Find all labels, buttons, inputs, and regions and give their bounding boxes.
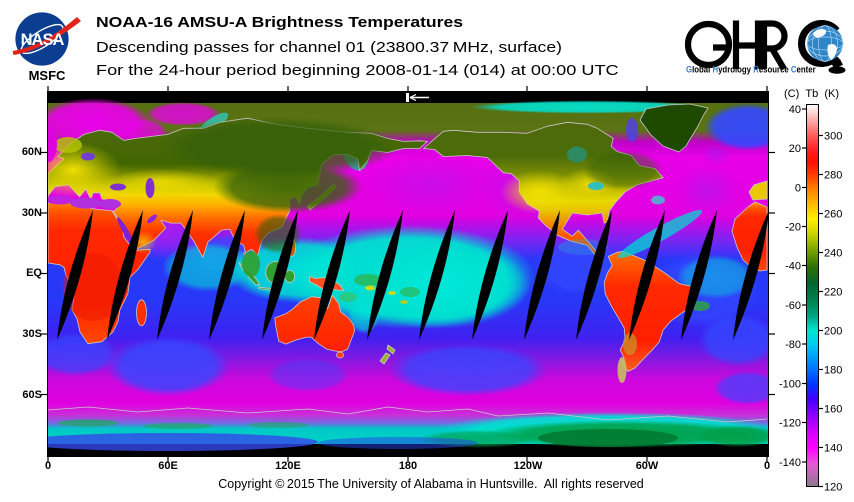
svg-text:180: 180	[824, 365, 842, 377]
svg-text:0: 0	[795, 183, 801, 195]
svg-text:-100: -100	[779, 379, 801, 391]
svg-text:-80: -80	[785, 339, 801, 351]
svg-text:40: 40	[789, 104, 801, 116]
svg-text:-20: -20	[785, 222, 801, 234]
svg-text:-60: -60	[785, 300, 801, 312]
svg-text:Global Hydrology Resource Cent: Global Hydrology Resource Center	[686, 64, 816, 75]
svg-text:300: 300	[824, 131, 842, 143]
svg-text:-120: -120	[779, 418, 801, 430]
svg-text:200: 200	[824, 326, 842, 338]
svg-text:(C) Tb (K): (C) Tb (K)	[784, 88, 839, 100]
svg-text:240: 240	[824, 248, 842, 260]
svg-text:160: 160	[824, 404, 842, 416]
svg-text:20: 20	[789, 143, 801, 155]
svg-text:NASA: NASA	[21, 31, 65, 49]
svg-text:120: 120	[824, 482, 842, 494]
svg-text:-40: -40	[785, 261, 801, 273]
svg-text:140: 140	[824, 443, 842, 455]
svg-text:280: 280	[824, 170, 842, 182]
svg-text:260: 260	[824, 209, 842, 221]
svg-text:-140: -140	[779, 457, 801, 469]
svg-text:220: 220	[824, 287, 842, 299]
